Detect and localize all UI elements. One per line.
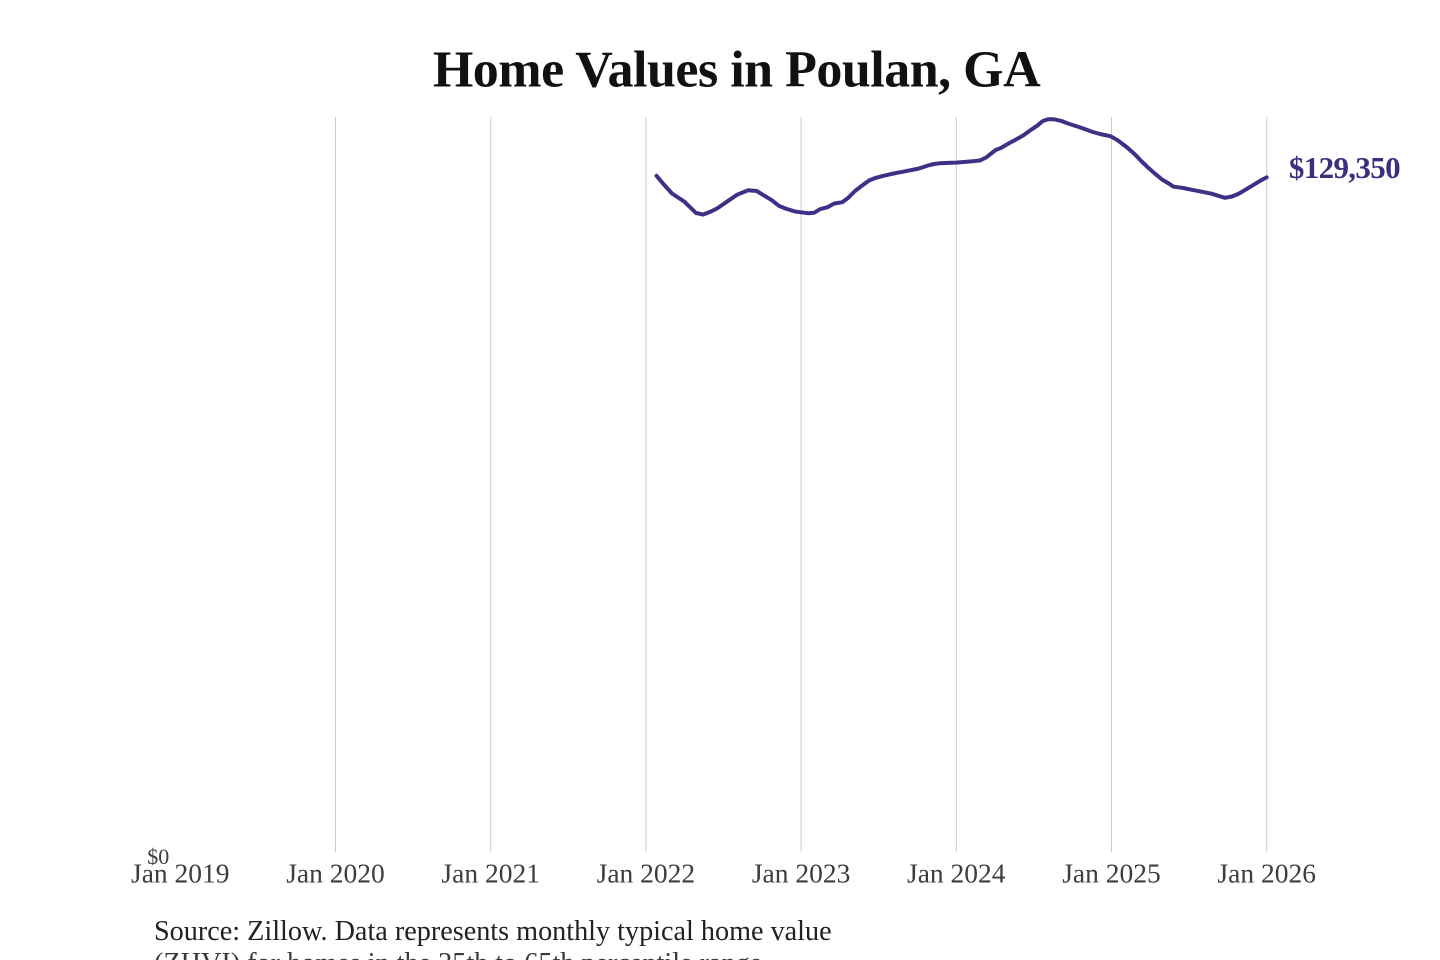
svg-text:Jan 2026: Jan 2026: [1217, 858, 1316, 889]
svg-text:Home Values in Poulan, GA: Home Values in Poulan, GA: [433, 42, 1041, 99]
svg-text:(ZHVI) for homes in the 35th t: (ZHVI) for homes in the 35th to 65th per…: [154, 948, 762, 960]
svg-text:Jan 2020: Jan 2020: [286, 858, 385, 889]
svg-text:Jan 2025: Jan 2025: [1062, 858, 1161, 889]
svg-text:$0: $0: [147, 844, 169, 869]
svg-text:Source: Zillow. Data represent: Source: Zillow. Data represents monthly …: [154, 916, 832, 947]
svg-text:Jan 2022: Jan 2022: [597, 858, 696, 889]
svg-text:Jan 2024: Jan 2024: [907, 858, 1006, 889]
svg-text:Jan 2023: Jan 2023: [752, 858, 851, 889]
svg-text:Jan 2021: Jan 2021: [441, 858, 540, 889]
svg-text:$129,350: $129,350: [1289, 150, 1400, 185]
svg-text:Jan 2019: Jan 2019: [131, 858, 230, 889]
